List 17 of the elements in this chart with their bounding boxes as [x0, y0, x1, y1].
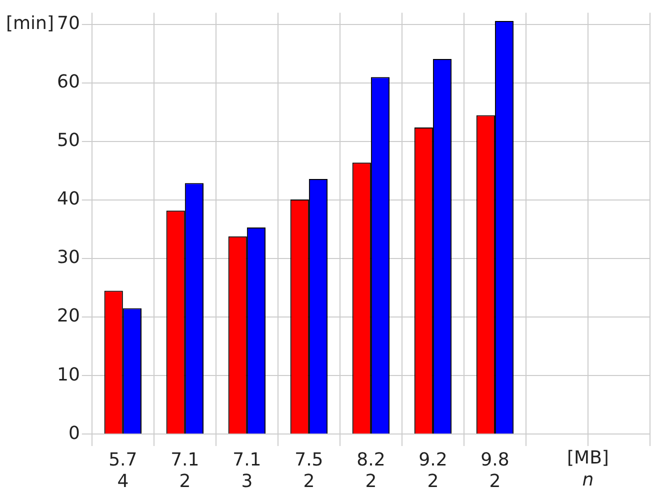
y-tick-label: 0 [68, 422, 80, 444]
y-tick-label: 10 [57, 364, 80, 386]
y-tick-label: 20 [57, 306, 80, 327]
x-tick-label: 7.5 2 [294, 449, 324, 492]
y-tick-label: 60 [57, 72, 80, 93]
x-tick-label: 7.1 2 [170, 449, 200, 492]
y-axis-title: [min] [6, 13, 54, 34]
x-tick-label: 9.2 2 [418, 449, 448, 492]
y-tick-label: 50 [57, 130, 80, 152]
y-tick-label: 40 [57, 188, 80, 210]
y-tick-label: 70 [57, 13, 80, 34]
y-tick-label: 30 [57, 247, 80, 268]
x-tick-label: 5.7 4 [108, 449, 138, 492]
x-tick-label: 7.1 3 [232, 449, 262, 492]
x-tick-label: 8.2 2 [356, 449, 386, 492]
x-axis-title: [MB] n [567, 447, 609, 490]
x-tick-label: 9.8 2 [480, 449, 510, 492]
